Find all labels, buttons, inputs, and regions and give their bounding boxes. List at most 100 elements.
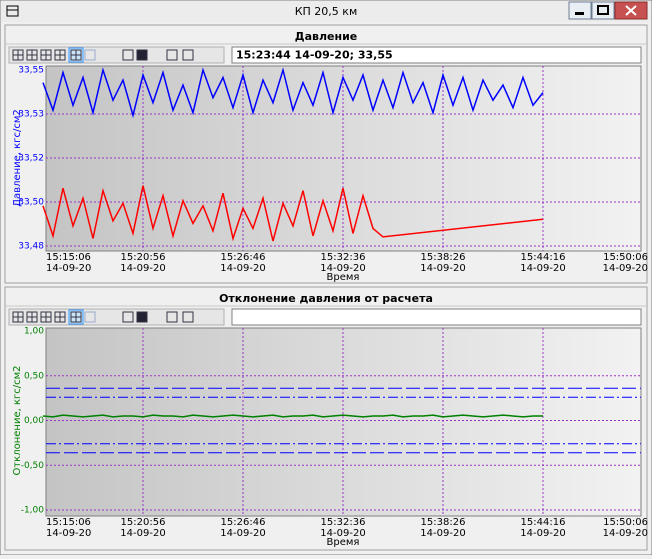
x-tick-label: 15:50:06 [603, 517, 648, 528]
x-tick-date: 14-09-20 [320, 263, 365, 274]
x-tick-date: 14-09-20 [120, 263, 165, 274]
toolbar-button[interactable] [68, 309, 84, 325]
toolbar-button[interactable] [54, 311, 66, 323]
series-line [42, 67, 544, 119]
toolbar-button[interactable] [26, 311, 38, 323]
button-icon [182, 49, 194, 61]
x-tick-label: 15:38:26 [421, 252, 466, 263]
button-glyph [41, 50, 51, 60]
toolbar-button[interactable] [12, 311, 24, 323]
x-tick-date: 14-09-20 [46, 528, 91, 539]
toolbar-button[interactable] [54, 49, 66, 61]
toolbar-button[interactable] [40, 311, 52, 323]
button-icon [166, 311, 178, 323]
y-tick-label: 0,00 [24, 416, 44, 426]
toolbar-button[interactable] [122, 49, 134, 61]
y-tick-label: 1,00 [24, 327, 44, 337]
y-tick-label: 33,52 [18, 154, 44, 164]
toolbar-button[interactable] [136, 49, 148, 61]
y-axis-label: Давление, кгс/см2 [12, 109, 23, 207]
button-glyph [27, 312, 37, 322]
series-line [42, 414, 543, 418]
minimize-button[interactable] [568, 1, 592, 20]
button-icon [122, 49, 134, 61]
x-axis-label: Время [327, 537, 360, 548]
x-tick-label: 15:50:06 [603, 252, 648, 263]
x-tick-date: 14-09-20 [520, 528, 565, 539]
title-bar [1, 1, 651, 22]
x-tick-date: 14-09-20 [520, 263, 565, 274]
button-glyph [71, 312, 81, 322]
y-tick-label: 33,55 [18, 66, 44, 76]
y-tick-label: -1,00 [21, 506, 45, 516]
y-tick-label: -0,50 [21, 461, 45, 471]
y-tick-label: 33,50 [18, 198, 44, 208]
toolbar-button[interactable] [166, 311, 178, 323]
toolbar-button[interactable] [84, 49, 96, 61]
x-tick-date: 14-09-20 [603, 263, 648, 274]
series-line [42, 185, 544, 242]
panel-title: Отклонение давления от расчета [219, 292, 433, 305]
x-tick-date: 14-09-20 [220, 528, 265, 539]
x-tick-label: 15:26:46 [221, 517, 266, 528]
button-glyph [13, 50, 23, 60]
toolbar-button[interactable] [12, 49, 24, 61]
button-icon [166, 49, 178, 61]
x-tick-date: 14-09-20 [320, 528, 365, 539]
close-button[interactable] [614, 1, 648, 20]
toolbar [8, 308, 225, 326]
x-tick-date: 14-09-20 [120, 528, 165, 539]
button-glyph [55, 312, 65, 322]
x-tick-label: 15:38:26 [421, 517, 466, 528]
button-icon [136, 311, 148, 323]
readout-box [231, 46, 642, 64]
panel-title: Давление [295, 30, 357, 43]
toolbar-button[interactable] [166, 49, 178, 61]
x-tick-date: 14-09-20 [420, 263, 465, 274]
toolbar [8, 46, 225, 64]
y-tick-label: 0,50 [24, 371, 44, 381]
toolbar-button[interactable] [68, 47, 84, 63]
button-icon [136, 49, 148, 61]
toolbar-button[interactable] [26, 49, 38, 61]
toolbar-button[interactable] [182, 49, 194, 61]
toolbar-button[interactable] [40, 49, 52, 61]
readout-box [231, 308, 642, 326]
x-tick-date: 14-09-20 [420, 528, 465, 539]
window-icon [6, 5, 19, 17]
y-axis-label: Отклонение, кгс/см2 [12, 365, 23, 475]
window-title: КП 20,5 км [295, 5, 358, 18]
x-tick-label: 15:15:06 [46, 517, 91, 528]
x-tick-label: 15:20:56 [121, 252, 166, 263]
button-icon [182, 311, 194, 323]
button-glyph [55, 50, 65, 60]
button-icon [84, 311, 96, 323]
x-tick-date: 14-09-20 [220, 263, 265, 274]
readout: 15:23:44 14-09-20; 33,55 [236, 49, 393, 62]
button-icon [84, 49, 96, 61]
x-tick-label: 15:44:16 [521, 517, 566, 528]
toolbar-button[interactable] [136, 311, 148, 323]
x-tick-label: 15:20:56 [121, 517, 166, 528]
x-tick-date: 14-09-20 [603, 528, 648, 539]
x-tick-label: 15:15:06 [46, 252, 91, 263]
toolbar-button[interactable] [182, 311, 194, 323]
button-glyph [41, 312, 51, 322]
x-tick-label: 15:26:46 [221, 252, 266, 263]
x-tick-date: 14-09-20 [46, 263, 91, 274]
button-icon [122, 311, 134, 323]
toolbar-bg [8, 308, 225, 326]
toolbar-bg [8, 46, 225, 64]
button-glyph [27, 50, 37, 60]
toolbar-button[interactable] [84, 311, 96, 323]
x-tick-label: 15:44:16 [521, 252, 566, 263]
x-tick-label: 15:32:36 [321, 252, 366, 263]
x-tick-label: 15:32:36 [321, 517, 366, 528]
y-tick-label: 33,48 [18, 242, 44, 252]
toolbar-button[interactable] [122, 311, 134, 323]
y-tick-label: 33,53 [18, 110, 44, 120]
x-axis-label: Время [327, 272, 360, 283]
maximize-button[interactable] [591, 1, 615, 20]
